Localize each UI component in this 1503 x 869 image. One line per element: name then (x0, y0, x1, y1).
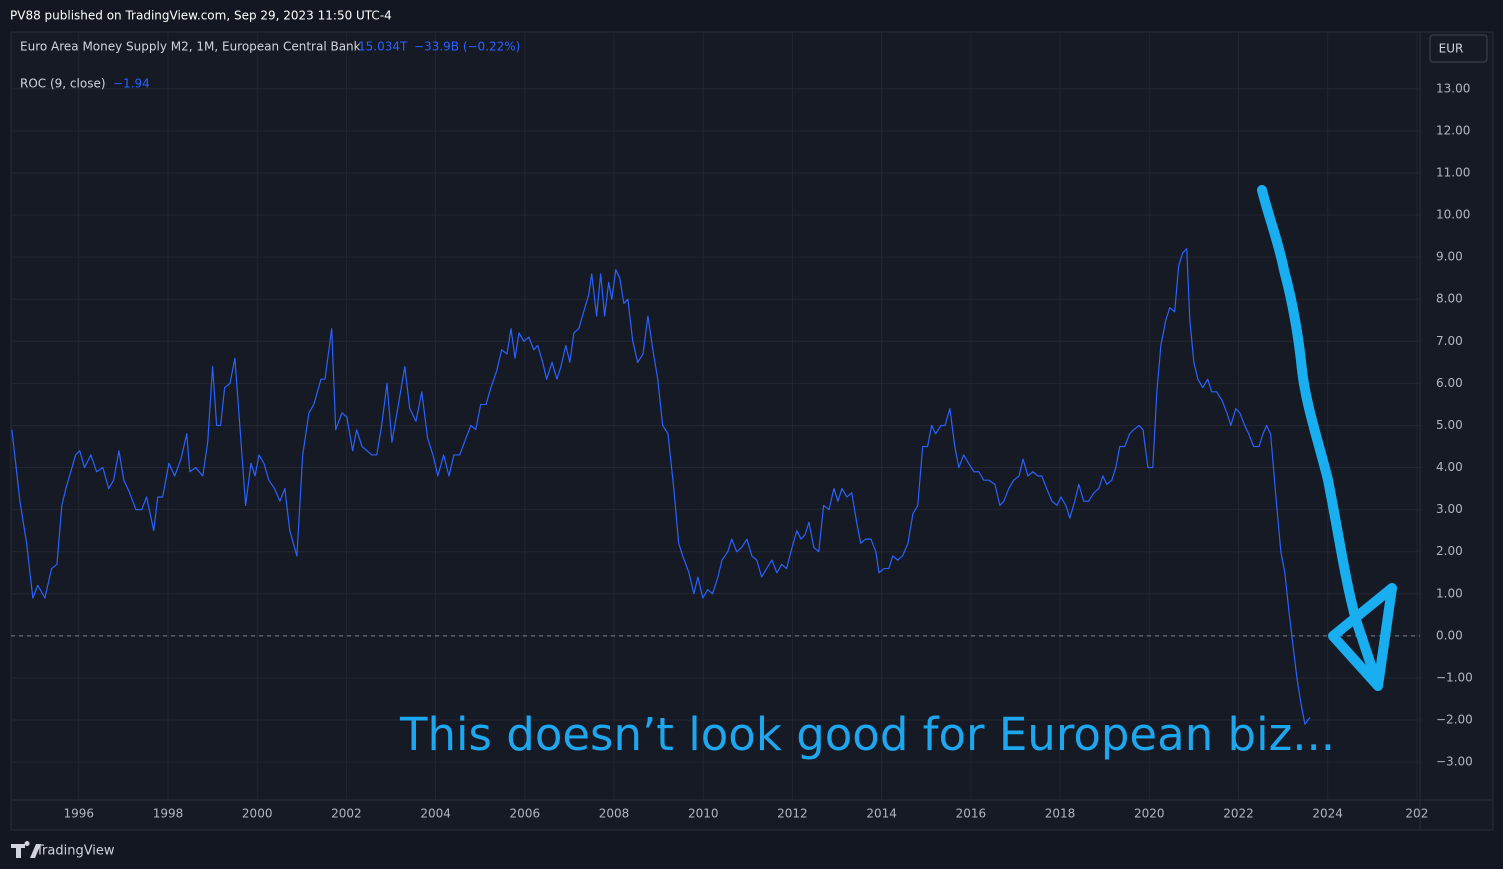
y-tick-label: 13.00 (1436, 81, 1470, 95)
y-tick-label: 2.00 (1436, 544, 1463, 558)
y-tick-label: 7.00 (1436, 334, 1463, 348)
y-tick-label: 5.00 (1436, 418, 1463, 432)
y-tick-label: 8.00 (1436, 292, 1463, 306)
y-tick-label: 10.00 (1436, 208, 1470, 222)
y-tick-label: 9.00 (1436, 250, 1463, 264)
chart-pane (10, 31, 1494, 831)
x-tick-label: 202 (1405, 807, 1428, 821)
x-tick-label: 2020 (1134, 807, 1165, 821)
grid (11, 32, 1420, 800)
x-tick-label: 2022 (1223, 807, 1254, 821)
y-tick-label: 1.00 (1436, 586, 1463, 600)
plot (11, 248, 1420, 725)
axes: 13.00 12.00 11.00 10.00 9.00 8.00 7.00 6.00 5.00… (64, 81, 1473, 820)
indicator-legend: ROC (9, close) (20, 77, 106, 91)
x-tick-label: 2006 (510, 807, 541, 821)
y-tick-label: 6.00 (1436, 376, 1463, 390)
x-tick-label: 1998 (153, 807, 184, 821)
y-tick-label: −1.00 (1436, 670, 1473, 684)
indicator-value: −1.94 (113, 77, 150, 91)
x-tick-label: 2008 (599, 807, 630, 821)
y-tick-label: 12.00 (1436, 123, 1470, 137)
series-line (11, 248, 1311, 725)
y-tick-label: 11.00 (1436, 165, 1470, 179)
x-tick-label: 2012 (777, 807, 808, 821)
x-tick-label: 2010 (688, 807, 719, 821)
y-tick-label: −2.00 (1436, 713, 1473, 727)
brand-name: TradingView (35, 844, 115, 859)
y-tick-label: 3.00 (1436, 502, 1463, 516)
y-tick-label: −3.00 (1436, 755, 1473, 769)
x-tick-label: 2002 (331, 807, 362, 821)
y-tick-label: 0.00 (1436, 628, 1463, 642)
x-tick-label: 2024 (1312, 807, 1343, 821)
published-line: PV88 published on TradingView.com, Sep 2… (10, 9, 392, 23)
symbol-legend: Euro Area Money Supply M2, 1M, European … (20, 40, 361, 54)
y-tick-label: 4.00 (1436, 460, 1463, 474)
currency-label[interactable]: EUR (1439, 42, 1464, 56)
x-tick-label: 2000 (242, 807, 273, 821)
annotation-arrow (1257, 185, 1397, 691)
annotation: This doesn’t look good for European biz.… (399, 708, 1335, 761)
legend-change: −33.9B (−0.22%) (414, 40, 520, 54)
legend-price: 15.034T (358, 40, 408, 54)
x-tick-label: 2018 (1045, 807, 1076, 821)
currency-button[interactable] (1429, 34, 1488, 63)
x-tick-label: 2004 (420, 807, 451, 821)
brand-logo (11, 841, 41, 858)
x-tick-label: 2016 (956, 807, 987, 821)
x-tick-label: 1996 (64, 807, 95, 821)
x-tick-label: 2014 (866, 807, 897, 821)
